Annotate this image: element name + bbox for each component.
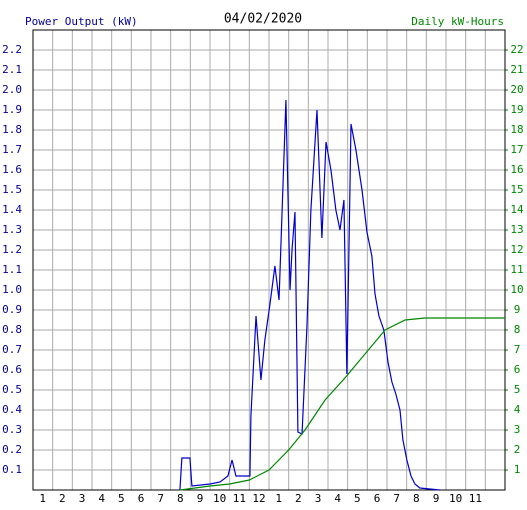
y2-tick-label: 5 [514,383,521,396]
y-tick-label: 2.1 [2,63,22,76]
y-tick-label: 0.5 [2,383,22,396]
chart-title: 04/02/2020 [224,12,302,27]
x-tick-label: 4 [98,492,105,505]
x-tick-label: 3 [79,492,86,505]
data-line [179,99,440,491]
x-tick-label: 9 [433,492,440,505]
y-tick-label: 1.2 [2,243,22,256]
y-tick-label: 0.3 [2,423,22,436]
y-tick-label: 1.3 [2,223,22,236]
x-tick-label: 5 [118,492,125,505]
x-tick-label: 11 [469,492,482,505]
y-tick-label: 1.9 [2,103,22,116]
plot-frame [32,29,506,491]
y2-tick-label: 1 [514,463,521,476]
y-tick-label: 0.7 [2,343,22,356]
y2-tick-label: 21 [510,63,523,76]
y-tick-label: 1.5 [2,183,22,196]
y2-tick-label: 18 [510,123,523,136]
y2-tick-label: 12 [510,243,523,256]
y2-tick-label: 10 [510,283,523,296]
y-tick-label: 0.8 [2,323,22,336]
y2-tick-label: 8 [514,323,521,336]
y2-tick-label: 6 [514,363,521,376]
y-tick-label: 1.4 [2,203,22,216]
x-tick-label: 7 [393,492,400,505]
y2-tick-label: 3 [514,423,521,436]
y2-tick-label: 7 [514,343,521,356]
y-tick-label: 0.1 [2,463,22,476]
y-tick-label: 1.8 [2,123,22,136]
y-tick-label: 0.6 [2,363,22,376]
y-tick-label: 1.1 [2,263,22,276]
y2-tick-label: 13 [510,223,523,236]
x-tick-label: 11 [233,492,246,505]
y-tick-label: 2.0 [2,83,22,96]
x-tick-label: 2 [295,492,302,505]
x-tick-label: 8 [177,492,184,505]
y2-tick-label: 11 [510,263,523,276]
x-tick-label: 8 [413,492,420,505]
x-tick-label: 3 [315,492,322,505]
x-tick-label: 5 [354,492,361,505]
x-tick-label: 10 [213,492,226,505]
x-tick-label: 6 [374,492,381,505]
y2-axis-label: Daily kW-Hours [411,15,504,28]
y2-tick-label: 19 [510,103,523,116]
x-tick-label: 9 [197,492,204,505]
x-tick-label: 1 [39,492,46,505]
data-line [179,317,505,491]
y-tick-label: 1.6 [2,163,22,176]
x-tick-label: 6 [138,492,145,505]
y-tick-label: 2.2 [2,43,22,56]
y-tick-label: 0.9 [2,303,22,316]
y-tick-label: 1.7 [2,143,22,156]
y-tick-label: 0.4 [2,403,22,416]
x-tick-label: 7 [157,492,164,505]
y-tick-label: 0.2 [2,443,22,456]
y2-tick-label: 22 [510,43,523,56]
y-tick-label: 1.0 [2,283,22,296]
y2-tick-label: 17 [510,143,523,156]
y2-tick-label: 2 [514,443,521,456]
y2-tick-label: 14 [510,203,524,216]
x-tick-label: 12 [252,492,265,505]
y-axis-label: Power Output (kW) [25,15,138,28]
y2-tick-label: 20 [510,83,523,96]
x-tick-label: 10 [449,492,462,505]
y2-tick-label: 9 [514,303,521,316]
x-tick-label: 4 [334,492,341,505]
y2-tick-label: 15 [510,183,523,196]
x-tick-label: 2 [59,492,66,505]
y2-tick-label: 16 [510,163,523,176]
y2-tick-label: 4 [514,403,521,416]
x-tick-label: 1 [275,492,282,505]
